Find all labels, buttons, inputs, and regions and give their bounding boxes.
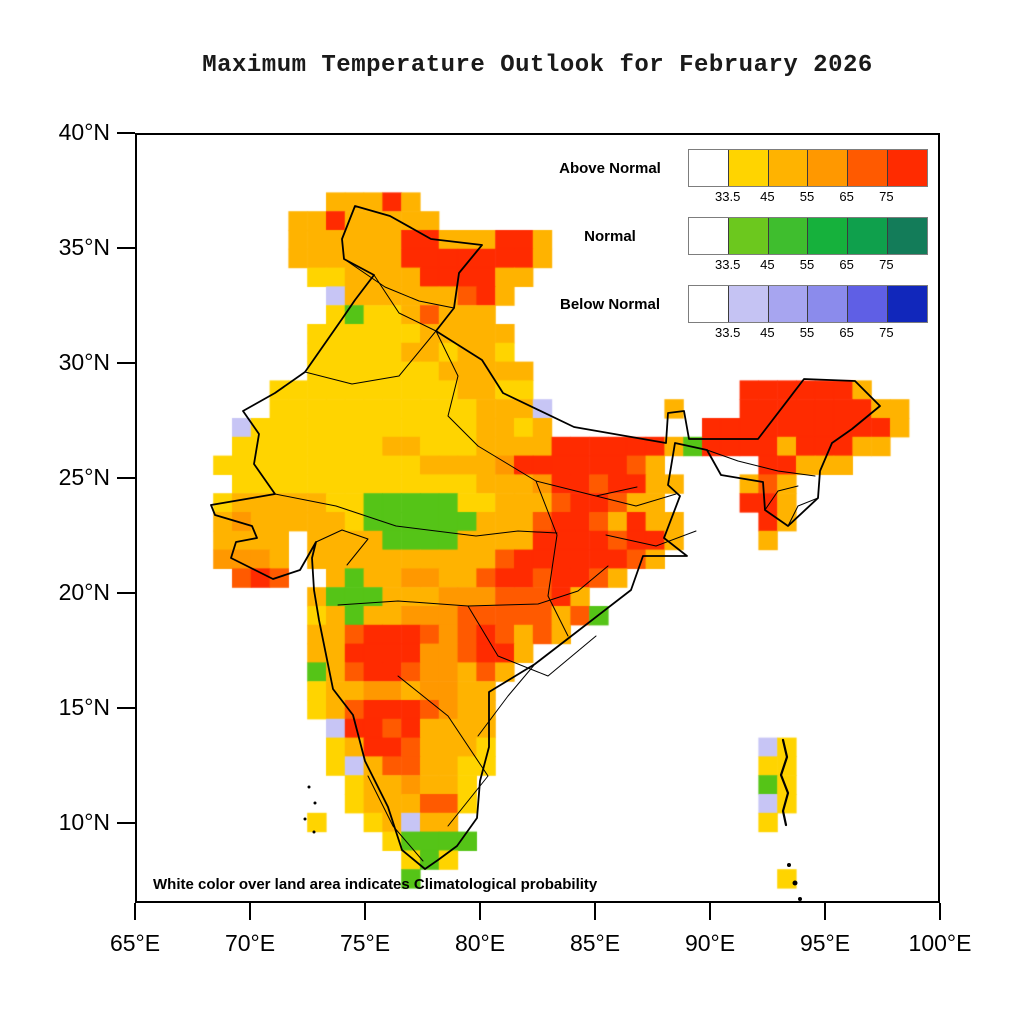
y-axis-tick [117, 707, 135, 709]
y-axis-tick [117, 477, 135, 479]
y-axis-label: 25°N [58, 464, 110, 490]
legend-swatch [888, 218, 927, 254]
y-axis-label: 15°N [58, 694, 110, 720]
climatology-note: White color over land area indicates Cli… [153, 876, 598, 893]
legend-tick-label: 55 [799, 189, 815, 204]
legend-swatch [848, 218, 889, 254]
x-axis-tick [824, 903, 826, 920]
y-axis-tick [117, 592, 135, 594]
legend-tick-label: 75 [879, 189, 894, 204]
y-axis-label: 30°N [58, 349, 110, 375]
legend-swatch [689, 150, 729, 186]
legend-tick-label: 33.5 [715, 189, 741, 204]
page-title: Maximum Temperature Outlook for February… [202, 52, 873, 79]
legend-tick-label: 65 [839, 257, 854, 272]
legend-ticks-below-normal: 33.5 45 55 65 75 [688, 323, 926, 340]
legend-swatch [689, 286, 729, 322]
x-axis-label: 100°E [908, 930, 972, 956]
legend-swatch [848, 286, 889, 322]
y-axis-label: 10°N [58, 809, 110, 835]
y-axis-label: 40°N [58, 119, 110, 145]
legend-row-above-normal: Above Normal 33.5 45 55 65 75 [544, 149, 928, 204]
legend-tick-label: 45 [760, 189, 775, 204]
legend-row-normal: Normal 33.5 45 55 65 75 [544, 217, 928, 272]
legend-swatch [808, 286, 849, 322]
x-axis-tick [479, 903, 481, 920]
legend-swatch [728, 218, 769, 254]
legend-label-above-normal: Above Normal [559, 159, 661, 177]
legend-tick-label: 33.5 [715, 325, 741, 340]
legend-tick-label: 65 [839, 325, 854, 340]
x-axis-tick [594, 903, 596, 920]
probability-legend: Above Normal 33.5 45 55 65 75 Normal 33.5 45 5… [544, 149, 928, 353]
legend-colorbar-below-normal [688, 285, 928, 323]
x-axis-tick [709, 903, 711, 920]
legend-tick-label: 75 [879, 325, 894, 340]
legend-swatch [848, 150, 889, 186]
x-axis-tick [364, 903, 366, 920]
legend-tick-label: 55 [799, 325, 815, 340]
x-axis-label: 85°E [569, 930, 621, 956]
legend-ticks-above-normal: 33.5 45 55 65 75 [688, 187, 926, 204]
legend-tick-label: 45 [760, 257, 775, 272]
legend-swatch [888, 150, 927, 186]
x-axis-tick [134, 903, 136, 920]
legend-colorbar-above-normal [688, 149, 928, 187]
legend-swatch [808, 150, 849, 186]
legend-swatch [689, 218, 729, 254]
legend-label-below-normal: Below Normal [559, 295, 661, 313]
x-axis-tick [939, 903, 941, 920]
x-axis-label: 95°E [799, 930, 851, 956]
y-axis-tick [117, 132, 135, 134]
x-axis-label: 75°E [339, 930, 391, 956]
legend-tick-label: 75 [879, 257, 894, 272]
legend-swatch [768, 150, 809, 186]
y-axis-tick [117, 822, 135, 824]
legend-tick-label: 55 [799, 257, 815, 272]
x-axis-label: 80°E [454, 930, 506, 956]
y-axis-label: 35°N [58, 234, 110, 260]
india-map-frame: Above Normal 33.5 45 55 65 75 Normal 33.5 45 5… [135, 133, 940, 903]
legend-swatch [888, 286, 927, 322]
legend-tick-label: 65 [839, 189, 854, 204]
legend-colorbar-normal [688, 217, 928, 255]
y-axis-tick [117, 247, 135, 249]
y-axis-tick [117, 362, 135, 364]
legend-swatch [808, 218, 849, 254]
x-axis-label: 90°E [684, 930, 736, 956]
x-axis-label: 65°E [109, 930, 161, 956]
legend-tick-label: 33.5 [715, 257, 741, 272]
x-axis-label: 70°E [224, 930, 276, 956]
y-axis-label: 20°N [58, 579, 110, 605]
legend-ticks-normal: 33.5 45 55 65 75 [688, 255, 926, 272]
legend-swatch [728, 286, 769, 322]
legend-swatch [768, 218, 809, 254]
legend-row-below-normal: Below Normal 33.5 45 55 65 75 [544, 285, 928, 340]
x-axis-tick [249, 903, 251, 920]
legend-label-normal: Normal [584, 227, 636, 245]
legend-swatch [728, 150, 769, 186]
legend-swatch [768, 286, 809, 322]
legend-tick-label: 45 [760, 325, 775, 340]
